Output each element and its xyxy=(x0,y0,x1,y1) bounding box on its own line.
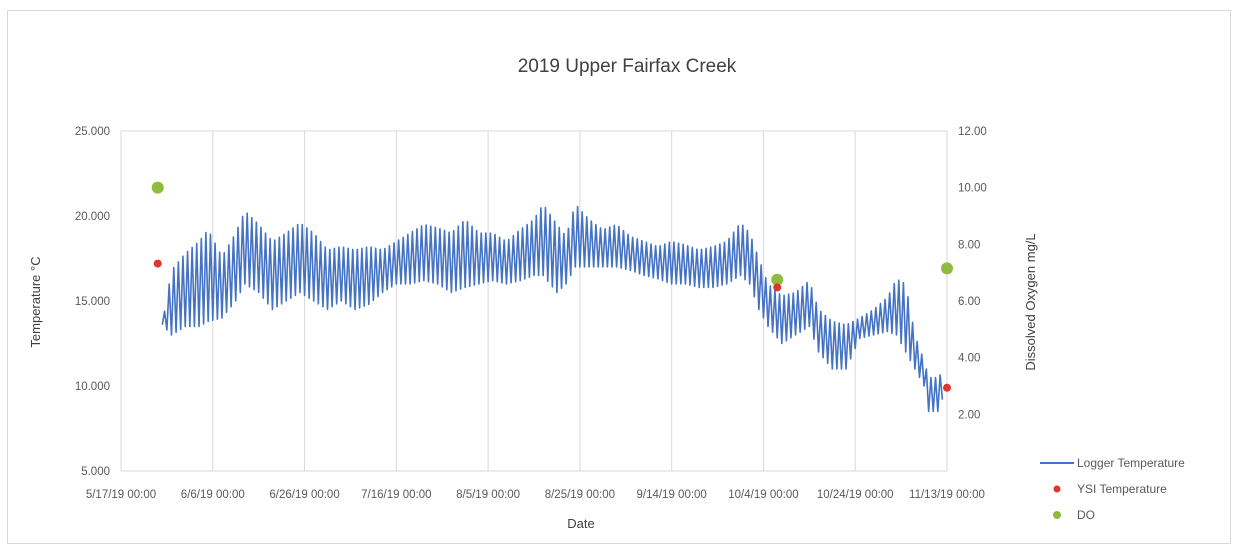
x-tick-label: 8/5/19 00:00 xyxy=(456,489,520,501)
legend-do-swatch xyxy=(1053,511,1061,519)
x-axis-title: Date xyxy=(567,516,594,531)
y2-tick-label: 4.00 xyxy=(958,353,980,365)
legend-ysi-swatch xyxy=(1053,485,1061,493)
y-tick-label: 25.000 xyxy=(75,126,110,138)
y2-tick-label: 2.00 xyxy=(958,409,980,421)
x-tick-label: 6/6/19 00:00 xyxy=(181,489,245,501)
logger-temperature-line xyxy=(161,205,944,413)
y2-tick-label: 12.00 xyxy=(958,126,987,138)
y-axis-ticks: 5.000 10.000 15.000 20.000 25.000 xyxy=(75,126,110,478)
legend: Logger Temperature YSI Temperature DO xyxy=(1040,456,1185,522)
y-axis-title: Temperature °C xyxy=(28,256,43,347)
x-tick-label: 6/26/19 00:00 xyxy=(269,489,339,501)
plot-area xyxy=(120,130,948,472)
y-tick-label: 15.000 xyxy=(75,296,110,308)
do-point xyxy=(941,262,953,275)
do-point xyxy=(151,181,164,194)
series-layer xyxy=(151,181,953,413)
x-tick-label: 9/14/19 00:00 xyxy=(636,489,706,501)
x-tick-label: 10/4/19 00:00 xyxy=(728,489,798,501)
ysi-temperature-point xyxy=(153,259,162,268)
x-tick-label: 10/24/19 00:00 xyxy=(817,489,894,501)
y2-tick-label: 8.00 xyxy=(958,239,980,251)
x-axis-ticks: 5/17/19 00:00 6/6/19 00:00 6/26/19 00:00 7/… xyxy=(86,489,985,501)
y2-tick-label: 6.00 xyxy=(958,296,980,308)
y-tick-label: 5.000 xyxy=(81,466,110,478)
y-tick-label: 20.000 xyxy=(75,211,110,223)
ysi-temperature-point xyxy=(943,383,951,392)
y2-axis-title: Dissolved Oxygen mg/L xyxy=(1023,233,1038,370)
legend-do-label: DO xyxy=(1077,508,1095,522)
y2-axis-ticks: 2.00 4.00 6.00 8.00 10.00 12.00 xyxy=(958,126,987,421)
legend-ysi-label: YSI Temperature xyxy=(1077,482,1167,496)
legend-logger-label: Logger Temperature xyxy=(1077,456,1185,470)
grid-lines xyxy=(212,131,856,471)
x-tick-label: 8/25/19 00:00 xyxy=(545,489,615,501)
chart-title: 2019 Upper Fairfax Creek xyxy=(518,56,737,77)
y-tick-label: 10.000 xyxy=(75,381,110,393)
ysi-temperature-point xyxy=(773,283,782,292)
do-point xyxy=(771,273,784,286)
x-tick-label: 11/13/19 00:00 xyxy=(909,489,985,501)
x-tick-label: 5/17/19 00:00 xyxy=(86,489,156,501)
x-tick-label: 7/16/19 00:00 xyxy=(361,489,431,501)
y2-tick-label: 10.00 xyxy=(958,183,987,195)
